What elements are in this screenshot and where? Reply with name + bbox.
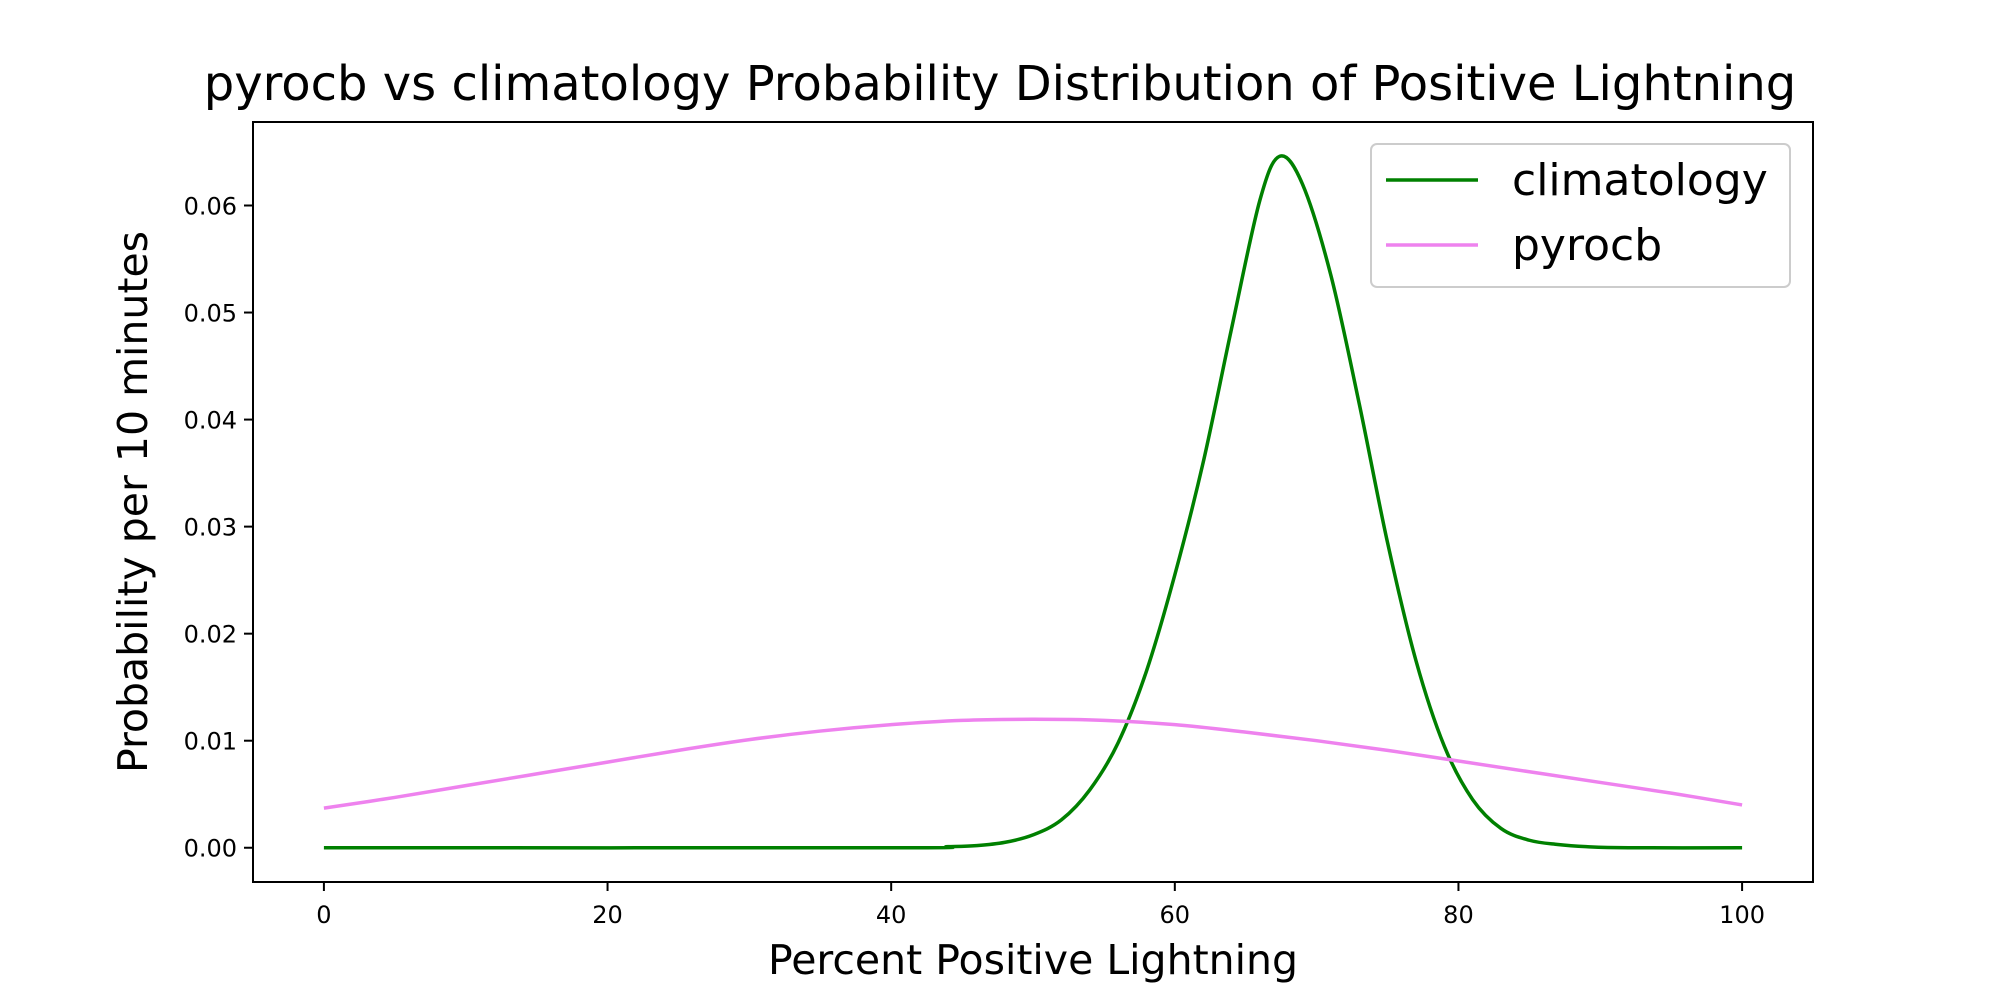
y-tick-label: 0.06 bbox=[184, 192, 237, 220]
legend-label-climatology: climatology bbox=[1512, 155, 1768, 206]
plot-area-frame bbox=[252, 121, 1814, 883]
x-tick-label: 100 bbox=[1719, 901, 1765, 929]
y-tick-label: 0.04 bbox=[184, 407, 237, 435]
y-tick-label: 0.00 bbox=[184, 835, 237, 863]
chart-title: pyrocb vs climatology Probability Distri… bbox=[204, 56, 1797, 112]
x-tick-label: 40 bbox=[876, 901, 907, 929]
y-tick-label: 0.05 bbox=[184, 300, 237, 328]
y-tick-label: 0.02 bbox=[184, 621, 237, 649]
y-tick-label: 0.01 bbox=[184, 728, 237, 756]
y-axis-ticks: 0.00 0.01 0.02 0.03 0.04 0.05 0.06 bbox=[184, 192, 253, 863]
legend-label-pyrocb: pyrocb bbox=[1512, 220, 1662, 271]
legend: climatology pyrocb bbox=[1370, 143, 1791, 288]
x-tick-label: 80 bbox=[1443, 901, 1474, 929]
x-tick-label: 60 bbox=[1160, 901, 1191, 929]
series-layer bbox=[323, 154, 1743, 850]
y-axis-label: Probability per 10 minutes bbox=[109, 231, 157, 773]
x-tick-label: 20 bbox=[592, 901, 623, 929]
x-axis-ticks: 0 20 40 60 80 100 bbox=[316, 882, 1765, 929]
series-line-climatology bbox=[323, 154, 1743, 850]
x-tick-label: 0 bbox=[316, 901, 331, 929]
y-tick-label: 0.03 bbox=[184, 514, 237, 542]
x-axis-label: Percent Positive Lightning bbox=[768, 936, 1298, 984]
series-line-pyrocb bbox=[323, 717, 1743, 810]
